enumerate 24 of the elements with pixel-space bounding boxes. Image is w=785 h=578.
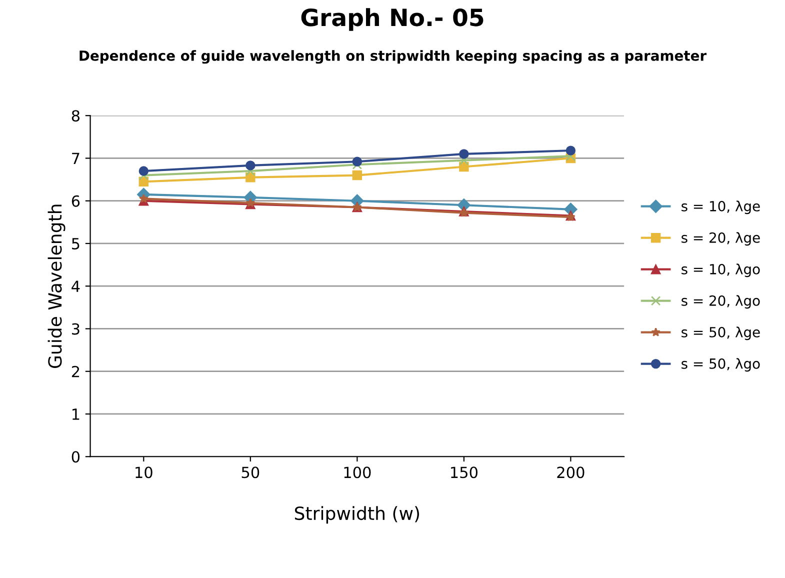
chart-title: Graph No.- 05 <box>301 8 484 31</box>
legend-label: s = 10, λgo <box>682 264 760 278</box>
legend-label: s = 10, λge <box>682 200 760 214</box>
legend-label: s = 20, λge <box>682 232 760 246</box>
chart-subtitle: Dependence of guide wavelength on stripwidth keeping spacing as a parameter <box>80 50 707 64</box>
y-tick-label: 5 <box>72 238 80 250</box>
y-tick-label: 2 <box>72 366 80 378</box>
y-axis-title: Guide Wavelength <box>48 204 66 368</box>
x-tick-label: 10 <box>136 466 152 478</box>
x-tick-label: 100 <box>344 466 371 478</box>
y-tick-label: 7 <box>72 152 80 164</box>
legend-label: s = 20, λgo <box>682 295 760 309</box>
x-tick-label: 50 <box>242 466 260 478</box>
y-tick-label: 8 <box>72 110 80 122</box>
x-axis-title: Stripwidth (w) <box>294 506 420 524</box>
y-tick-label: 1 <box>72 408 80 420</box>
legend-label: s = 50, λge <box>682 326 760 340</box>
legend-label: s = 50, λgo <box>682 358 760 372</box>
x-tick-label: 200 <box>557 466 584 478</box>
y-tick-label: 0 <box>72 451 80 463</box>
x-tick-label: 150 <box>451 466 478 478</box>
y-tick-label: 6 <box>72 195 80 207</box>
y-tick-label: 4 <box>72 280 80 292</box>
y-tick-label: 3 <box>72 323 80 335</box>
